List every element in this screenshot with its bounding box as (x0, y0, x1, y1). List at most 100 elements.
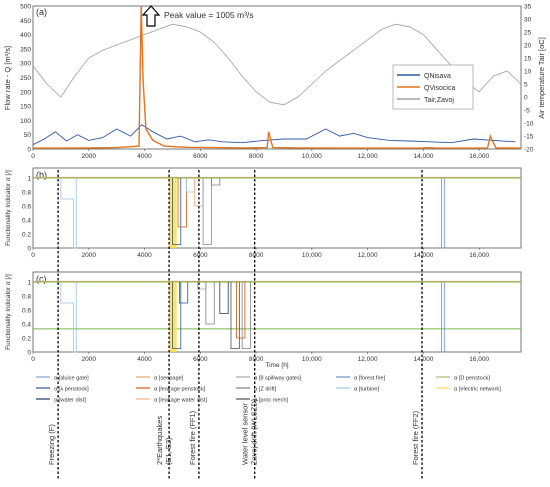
y-tick-label: 350 (20, 46, 31, 53)
alpha-drop (230, 282, 240, 349)
alpha-legend-label: α [water dist] (54, 397, 86, 403)
series-nisava-line (32, 124, 516, 146)
panel-a: (a) Flow rate - Q [m³/s] Air temperature… (3, 4, 546, 161)
event-label-line: Water level sensor (241, 403, 250, 465)
y2-tick-label: -15 (524, 134, 534, 141)
alpha-legend-label: α [Z drift] (254, 386, 277, 392)
y2-tick-label: 20 (524, 43, 532, 50)
x-tick-label: 2000 (82, 356, 97, 363)
panel-c-x-ticks: 0 2000 4000 6000 8000 10,000 12,000 14,000 16,00… (31, 352, 489, 363)
x-tick-label: 16,000 (469, 153, 489, 160)
x-tick-label: 16,000 (469, 356, 489, 363)
x-tick-label: 6000 (193, 153, 208, 160)
x-tick-label: 4000 (137, 153, 152, 160)
alpha-drop (202, 178, 212, 245)
y-tick-label: 0.2 (22, 232, 31, 239)
alpha-drop (205, 282, 215, 325)
panel-c-y-ticks: 0 0.2 0.4 0.6 0.8 1 (22, 280, 31, 357)
alpha-legend-label: α [turbine] (354, 386, 379, 392)
panel-a-label: (a) (36, 7, 47, 17)
x-tick-label: 0 (31, 252, 35, 259)
event-label-line: 2*Earthquakes (155, 416, 164, 465)
alpha-legend-label: α [proc mech] (254, 397, 288, 403)
alpha-legend-label: α [D penstock] (454, 375, 490, 381)
panel-b-label: (b) (36, 170, 47, 180)
alpha-legend: α [sluice gate] α [seepage] α [8 spillway … (36, 375, 501, 403)
y-tick-label: 0.2 (22, 336, 31, 343)
y2-tick-label: 30 (524, 17, 532, 24)
x-tick-label: 8000 (249, 153, 264, 160)
up-arrow-icon (141, 5, 161, 27)
alpha-legend-label: α [leakage penstock] (154, 386, 206, 392)
panel-a-legend: QNisava QVisocica Tair,Zavoj (392, 64, 474, 110)
event-label-line: Zavoj drift (WLSZD) (250, 398, 259, 465)
x-tick-label: 2000 (82, 153, 97, 160)
alpha-freezing-dip (60, 282, 77, 353)
alpha-drop (172, 178, 182, 245)
panel-b-x-ticks: 0 2000 4000 6000 8000 10,000 12,000 14,000 16,00… (31, 248, 489, 259)
y-tick-label: 300 (20, 61, 31, 68)
y-tick-label: 0 (27, 350, 31, 357)
legend-nisava-label: QNisava (424, 73, 451, 80)
panel-b-y-ticks: 0 0.2 0.4 0.6 0.8 1 (22, 176, 31, 253)
x-tick-label: 12,000 (358, 153, 378, 160)
event-label: 2*Earthquakes(E1, E2) (155, 416, 173, 465)
x-tick-label: 4000 (137, 252, 152, 259)
alpha-ff2-dip (441, 178, 445, 249)
alpha-legend-label: α [sluice gate] (54, 375, 89, 381)
event-label: Forest fire (FF1) (188, 410, 197, 465)
panel-a-y-ticks: 0 50 100 150 200 250 300 350 400 450 500 (20, 4, 31, 154)
y2-tick-label: 5 (524, 82, 528, 89)
y-tick-label: 450 (20, 18, 31, 25)
y-tick-label: 500 (20, 4, 31, 11)
x-tick-label: 10,000 (302, 356, 322, 363)
alpha-freezing-dip (60, 178, 77, 249)
event-label: Forest fire (FF2) (411, 410, 420, 465)
alpha-ff2-dip (441, 282, 445, 353)
panel-c-xlabel: Time [h] (265, 362, 288, 369)
y2-tick-label: -10 (524, 121, 534, 128)
y2-tick-label: 25 (524, 30, 532, 37)
x-tick-label: 6000 (193, 252, 208, 259)
y-tick-label: 200 (20, 89, 31, 96)
panel-c-frame (32, 271, 522, 353)
alpha-drop (236, 282, 246, 339)
x-tick-label: 12,000 (358, 356, 378, 363)
panel-a-legend-box (392, 64, 474, 110)
x-tick-label: 4000 (137, 356, 152, 363)
x-tick-label: 14,000 (413, 356, 433, 363)
y-tick-label: 0.6 (22, 308, 31, 315)
y2-tick-label: -20 (524, 147, 534, 154)
y-tick-label: 50 (24, 132, 32, 139)
series-visocica-line (33, 5, 522, 149)
alpha-drop (177, 178, 187, 228)
panel-a-y2label: Air temperature Tair [oC] (537, 37, 546, 119)
event-label-line: Freezing (F) (47, 424, 56, 465)
x-tick-label: 10,000 (302, 153, 322, 160)
alpha-earthquake-band (169, 282, 177, 352)
peak-annotation: Peak value = 1005 m³/s (141, 5, 254, 27)
alpha-drop (219, 282, 229, 314)
y-tick-label: 100 (20, 118, 31, 125)
series-tair-line (32, 23, 522, 106)
panel-a-x-ticks: 0 2000 4000 6000 8000 10,000 12,000 14,000 16,00… (31, 149, 489, 160)
alpha-legend-label: α [forest fire] (354, 375, 386, 381)
x-tick-label: 10,000 (302, 252, 322, 259)
alpha-legend-label: α [8 spillway gates] (254, 375, 302, 381)
x-tick-label: 14,000 (413, 153, 433, 160)
panel-c-series (33, 280, 521, 353)
alpha-legend-label: α [electric network] (454, 386, 501, 392)
legend-visocica-label: QVisocica (424, 85, 455, 92)
x-tick-label: 0 (31, 356, 35, 363)
y-tick-label: 250 (20, 75, 31, 82)
x-tick-label: 2000 (82, 252, 97, 259)
panel-a-y2-ticks: -20 -15 -10 -5 0 5 10 15 20 25 30 35 (524, 4, 534, 154)
event-label-line: (E1, E2) (164, 437, 173, 465)
panel-c: (c) Functionality indicator α [/] 0 0.2 0.… (5, 271, 522, 369)
alpha-legend-label: α [λ penstock] (54, 386, 89, 392)
y2-tick-label: 35 (524, 4, 532, 11)
x-tick-label: 6000 (193, 356, 208, 363)
event-label-line: Forest fire (FF1) (188, 410, 197, 465)
alpha-drop (178, 282, 189, 304)
